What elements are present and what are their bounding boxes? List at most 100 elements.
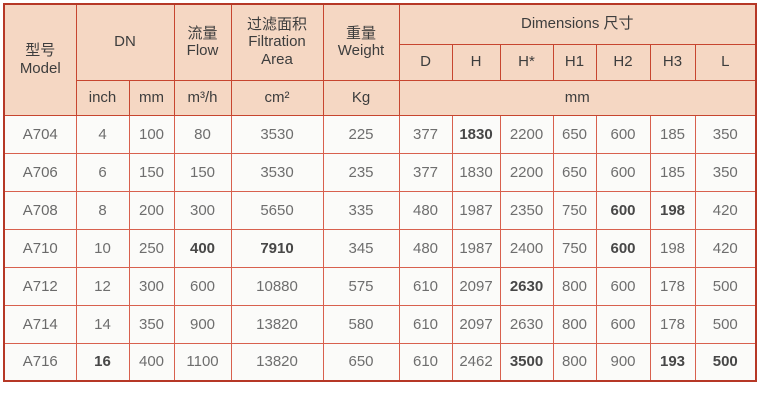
cell-dim-l: 420: [694, 228, 757, 268]
cell-filtration-area: 13820: [230, 304, 324, 344]
cell-dim-hstar: 2200: [499, 152, 554, 192]
cell-dn-mm: 200: [128, 190, 175, 230]
cell-model: A710: [3, 228, 77, 268]
header-model: 型号 Model: [3, 3, 77, 116]
cell-dim-hstar: 2630: [499, 304, 554, 344]
cell-filtration-area: 3530: [230, 114, 324, 154]
header-weight-zh: 重量: [346, 24, 377, 42]
cell-flow: 80: [173, 114, 232, 154]
header-model-en: Model: [19, 59, 61, 77]
cell-dim-l: 350: [694, 152, 757, 192]
header-unit-mm: mm: [128, 79, 175, 116]
cell-filtration-area: 3530: [230, 152, 324, 192]
cell-model: A704: [3, 114, 77, 154]
page: 型号 Model DN 流量 Flow 过滤面积 Filtration Area…: [3, 3, 758, 382]
cell-model: A708: [3, 190, 77, 230]
cell-flow: 1100: [173, 342, 232, 382]
header-dim-d: D: [398, 43, 453, 81]
cell-dn-inch: 12: [75, 266, 130, 306]
table-body: A704 4 100 80 3530 225 377 1830 2200 650 600 185 350…: [3, 114, 757, 382]
table-row: A712 12 300 600 10880 575 610 2097 2630 800 600 178…: [3, 266, 757, 306]
header-dimensions: Dimensions 尺寸: [398, 3, 757, 45]
header-weight: 重量 Weight: [322, 3, 400, 81]
cell-dim-h1: 650: [552, 114, 597, 154]
header-row-2: D H H* H1 H2 H3 L: [4, 43, 757, 81]
cell-dim-h: 1987: [451, 228, 501, 268]
cell-dn-mm: 400: [128, 342, 175, 382]
header-filtration-zh: 过滤面积: [247, 15, 308, 33]
cell-dim-d: 610: [398, 342, 453, 382]
cell-dim-h: 2097: [451, 304, 501, 344]
cell-weight: 345: [322, 228, 400, 268]
cell-dim-h2: 600: [595, 304, 651, 344]
cell-filtration-area: 13820: [230, 342, 324, 382]
header-row-3: inch mm m³/h cm² Kg mm: [4, 79, 757, 116]
table-row: A716 16 400 1100 13820 650 610 2462 3500 800 900 19…: [3, 342, 757, 382]
header-dim-hstar: H*: [499, 43, 554, 81]
cell-filtration-area: 7910: [230, 228, 324, 268]
cell-dim-hstar: 2630: [499, 266, 554, 306]
cell-dim-l: 350: [694, 114, 757, 154]
cell-weight: 580: [322, 304, 400, 344]
header-unit-dims: mm: [398, 79, 757, 116]
header-filtration-en2: Area: [261, 51, 293, 69]
header-dim-h2: H2: [595, 43, 651, 81]
cell-flow: 150: [173, 152, 232, 192]
cell-dn-inch: 6: [75, 152, 130, 192]
header-weight-en: Weight: [337, 42, 385, 60]
header-unit-flow: m³/h: [173, 79, 232, 116]
cell-dn-mm: 250: [128, 228, 175, 268]
cell-dim-h2: 600: [595, 228, 651, 268]
cell-dim-h3: 185: [649, 152, 696, 192]
cell-dim-h2: 600: [595, 190, 651, 230]
cell-model: A706: [3, 152, 77, 192]
cell-dim-d: 377: [398, 152, 453, 192]
cell-flow: 600: [173, 266, 232, 306]
cell-dim-h1: 750: [552, 190, 597, 230]
cell-dim-h: 2462: [451, 342, 501, 382]
table-row: A710 10 250 400 7910 345 480 1987 2400 750 600 198 4…: [3, 228, 757, 268]
header-dim-h: H: [451, 43, 501, 81]
cell-dim-h3: 193: [649, 342, 696, 382]
cell-dim-l: 500: [694, 304, 757, 344]
cell-dim-h3: 178: [649, 304, 696, 344]
header-dim-l: L: [694, 43, 757, 81]
cell-dim-h2: 600: [595, 152, 651, 192]
header-flow-zh: 流量: [187, 24, 218, 42]
cell-dn-inch: 10: [75, 228, 130, 268]
cell-dim-hstar: 3500: [499, 342, 554, 382]
table-row: A708 8 200 300 5650 335 480 1987 2350 750 600 198 42…: [3, 190, 757, 230]
cell-flow: 300: [173, 190, 232, 230]
cell-dn-mm: 100: [128, 114, 175, 154]
cell-flow: 900: [173, 304, 232, 344]
header-filtration-area: 过滤面积 Filtration Area: [230, 3, 324, 81]
cell-filtration-area: 5650: [230, 190, 324, 230]
table-row: A704 4 100 80 3530 225 377 1830 2200 650 600 185 350: [3, 114, 757, 154]
cell-dim-hstar: 2350: [499, 190, 554, 230]
cell-dim-l: 500: [694, 342, 757, 382]
cell-dim-l: 420: [694, 190, 757, 230]
cell-weight: 575: [322, 266, 400, 306]
cell-dim-h3: 185: [649, 114, 696, 154]
cell-dim-h1: 800: [552, 304, 597, 344]
header-row-1: 型号 Model DN 流量 Flow 过滤面积 Filtration Area…: [3, 3, 757, 116]
cell-dim-l: 500: [694, 266, 757, 306]
cell-dn-mm: 150: [128, 152, 175, 192]
header-flow: 流量 Flow: [173, 3, 232, 81]
table-row: A706 6 150 150 3530 235 377 1830 2200 650 600 185 35…: [3, 152, 757, 192]
cell-model: A716: [3, 342, 77, 382]
header-unit-area: cm²: [230, 79, 324, 116]
cell-dn-mm: 300: [128, 266, 175, 306]
cell-weight: 235: [322, 152, 400, 192]
table-header: 型号 Model DN 流量 Flow 过滤面积 Filtration Area…: [3, 3, 757, 116]
header-unit-weight: Kg: [322, 79, 400, 116]
header-unit-inch: inch: [75, 79, 130, 116]
header-dim-h3: H3: [649, 43, 696, 81]
spec-table: 型号 Model DN 流量 Flow 过滤面积 Filtration Area…: [3, 3, 758, 382]
cell-dim-h1: 800: [552, 342, 597, 382]
cell-dn-inch: 8: [75, 190, 130, 230]
cell-dn-inch: 14: [75, 304, 130, 344]
cell-dim-h3: 178: [649, 266, 696, 306]
cell-dim-h: 1830: [451, 152, 501, 192]
cell-dim-h2: 600: [595, 266, 651, 306]
